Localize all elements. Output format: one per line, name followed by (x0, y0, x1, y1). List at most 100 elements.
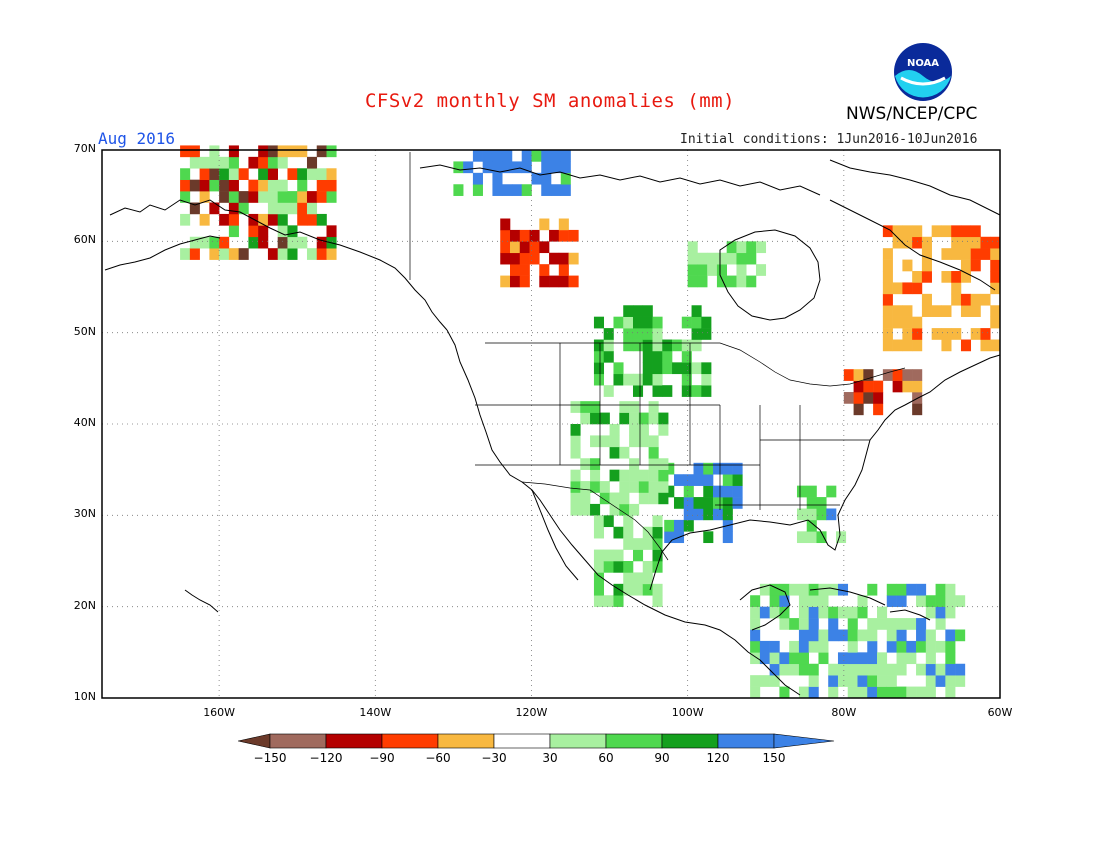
anomaly-cell (882, 293, 893, 306)
anomaly-cell (539, 241, 550, 254)
anomaly-cell (896, 583, 907, 596)
anomaly-cell (882, 339, 893, 352)
anomaly-cell (808, 640, 819, 653)
anomaly-cell (558, 275, 569, 288)
anomaly-cell (492, 172, 503, 185)
anomaly-cell (886, 595, 897, 607)
anomaly-cell (912, 282, 923, 295)
anomaly-cell (892, 305, 903, 317)
coast-gulf (649, 354, 1001, 591)
anomaly-cell (796, 485, 808, 498)
anomaly-cell (750, 686, 761, 699)
anomaly-cell (297, 145, 308, 158)
coast-west-us (446, 329, 801, 696)
anomaly-cell (623, 526, 634, 539)
anomaly-cell (287, 225, 298, 238)
anomaly-cell (664, 485, 675, 498)
anomaly-cell (701, 316, 712, 329)
anomaly-cell (816, 497, 827, 509)
anomaly-cell (941, 305, 952, 317)
anomaly-cell (916, 663, 927, 676)
colorbar-tick-label: 120 (706, 751, 730, 765)
anomaly-cell (613, 595, 624, 607)
anomaly-cell (652, 316, 663, 329)
anomaly-cell (916, 583, 927, 596)
anomaly-cell (570, 469, 581, 482)
anomaly-cell (912, 328, 923, 340)
anomaly-cell (502, 150, 513, 162)
anomaly-cell (629, 458, 640, 470)
lon-tick-label: 100W (671, 706, 704, 719)
anomaly-cell (658, 469, 669, 482)
anomaly-cell (664, 519, 675, 532)
anomaly-cell (837, 583, 849, 596)
anomaly-cell (623, 572, 634, 585)
anomaly-cell (199, 191, 210, 203)
anomaly-cell (277, 248, 288, 260)
anomaly-cell (209, 248, 220, 260)
anomaly-cell (693, 508, 704, 521)
colorbar-tick-label: −120 (309, 751, 343, 765)
anomaly-cell (683, 474, 694, 486)
anomaly-cell (228, 225, 239, 238)
anomaly-cell (316, 236, 327, 249)
anomaly-cell (925, 663, 936, 676)
anomaly-cell (593, 572, 605, 585)
anomaly-cell (623, 305, 634, 317)
anomaly-cell (970, 293, 981, 306)
anomaly-cell (960, 293, 972, 306)
anomaly-cell (750, 640, 761, 653)
anomaly-cell (703, 485, 714, 498)
anomaly-cell (297, 191, 308, 203)
anomaly-cell (603, 549, 614, 562)
anomaly-cell (662, 362, 673, 375)
anomaly-cell (867, 652, 878, 665)
anomaly-cell (945, 652, 956, 665)
anomaly-cell (681, 385, 692, 397)
anomaly-cell (619, 412, 630, 425)
anomaly-cell (882, 259, 893, 272)
anomaly-cell (541, 150, 552, 162)
anomaly-cell (623, 515, 634, 528)
anomaly-cell (482, 161, 493, 174)
anomaly-cell (912, 380, 923, 393)
anomaly-cell (648, 412, 659, 425)
anomaly-cell (500, 218, 511, 231)
anomaly-cell (632, 583, 644, 596)
anomaly-cell (925, 640, 936, 653)
lat-tick-label: 10N (73, 690, 96, 703)
anomaly-cell (258, 179, 269, 192)
anomaly-cell (623, 373, 634, 386)
anomaly-cell (539, 218, 550, 231)
initial-conditions-label: Initial conditions: 1Jun2016-10Jun2016 (680, 132, 978, 147)
anomaly-cell (828, 583, 839, 596)
anomaly-cell (853, 380, 864, 393)
anomaly-cell (746, 241, 757, 254)
anomaly-cell (472, 150, 483, 162)
anomaly-cell (632, 572, 644, 585)
anomaly-cell (568, 252, 579, 265)
lat-tick-label: 60N (73, 233, 96, 247)
anomaly-cell (642, 305, 653, 317)
anomaly-cell (638, 424, 649, 436)
anomaly-cell (521, 161, 532, 174)
anomaly-cell (510, 241, 521, 254)
anomaly-cell (603, 339, 614, 352)
anomaly-cell (853, 392, 864, 404)
anomaly-cell (687, 252, 698, 265)
anomaly-cell (701, 385, 712, 397)
anomaly-cell (691, 316, 702, 329)
anomaly-cell (896, 663, 907, 676)
anomaly-cell (847, 652, 858, 665)
anomaly-cell (593, 339, 605, 352)
anomaly-cell (847, 640, 858, 653)
anomaly-cell (613, 561, 624, 573)
anomaly-cell (902, 316, 913, 329)
anomaly-cell (703, 462, 714, 475)
us-canada-border (485, 342, 906, 387)
colorbar-segment (661, 733, 719, 749)
anomaly-cell (297, 236, 308, 249)
anomaly-cell (580, 401, 591, 413)
anomaly-cell (277, 202, 288, 215)
colorbar-segment (717, 733, 775, 749)
